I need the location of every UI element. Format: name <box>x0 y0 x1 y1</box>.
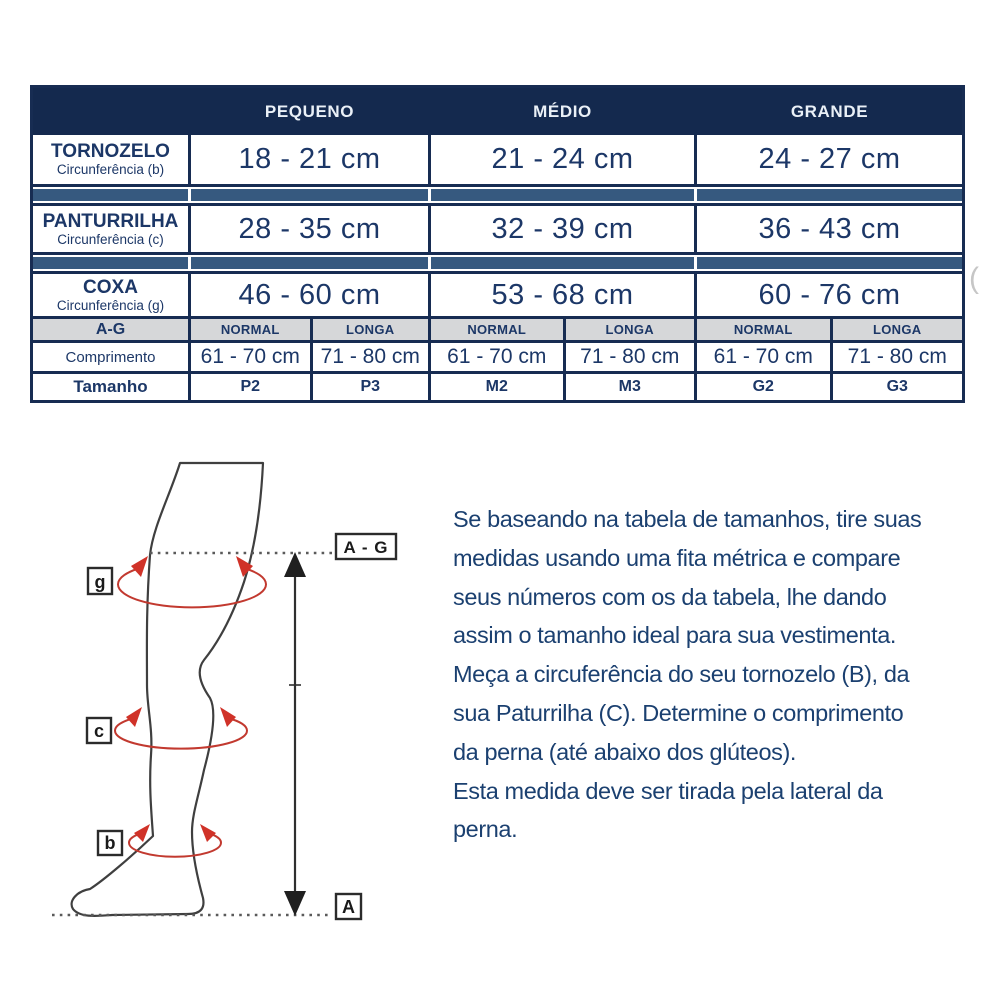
type-cell: NORMAL <box>467 322 527 337</box>
row-label: TORNOZELO <box>51 141 170 162</box>
separator-segment <box>697 257 962 269</box>
header-empty-cell <box>33 88 188 135</box>
thigh-circumference-ellipse <box>117 556 267 609</box>
red-arrowhead-icon <box>134 824 150 842</box>
edge-artifact-mark: ( <box>969 262 979 295</box>
length-cell: 61 - 70 cm <box>713 345 813 368</box>
size-table: PEQUENO MÉDIO GRANDE TORNOZELO Circunfer… <box>30 85 965 403</box>
size-code-cell: G3 <box>886 378 908 395</box>
instruction-line: assim o tamanho ideal para sua vestiment… <box>453 622 896 649</box>
header-cell-pequeno: PEQUENO <box>264 101 355 121</box>
type-cell: LONGA <box>605 322 654 337</box>
value-cell: 60 - 76 cm <box>758 278 901 311</box>
row-sublabel: Circunferência (c) <box>57 231 164 247</box>
length-cell: 71 - 80 cm <box>320 345 420 368</box>
size-code-cell: G2 <box>752 378 774 395</box>
label-c-text: c <box>94 721 104 741</box>
value-cell: 28 - 35 cm <box>238 212 381 245</box>
separator-row <box>33 187 962 203</box>
red-arrowhead-icon <box>200 824 216 842</box>
separator-segment <box>431 189 694 201</box>
leg-measurement-diagram: A - G g c b A <box>52 461 398 921</box>
type-cell: LONGA <box>873 322 922 337</box>
row-sublabel: Circunferência (g) <box>56 297 165 313</box>
row-panturrilha: PANTURRILHA Circunferência (c) 28 - 35 c… <box>33 203 962 255</box>
arrowhead-up-icon <box>284 552 306 577</box>
header-cell-grande: GRANDE <box>790 101 869 121</box>
instruction-line: Se baseando na tabela de tamanhos, tire … <box>453 506 922 532</box>
label-box-ag: A - G <box>334 532 398 561</box>
arrowhead-down-icon <box>284 891 306 916</box>
label-box-a: A <box>334 892 363 921</box>
row-coxa: COXA Circunferência (g) 46 - 60 cm 53 - … <box>33 271 962 319</box>
length-cell: 61 - 70 cm <box>447 345 547 368</box>
length-cell: 71 - 80 cm <box>580 345 680 368</box>
size-code-cell: P3 <box>360 378 381 395</box>
value-cell: 36 - 43 cm <box>758 212 901 245</box>
row-tamanho: Tamanho P2 P3 M2 M3 G2 G3 <box>33 374 962 400</box>
separator-segment <box>697 189 962 201</box>
calf-circumference-ellipse <box>114 707 248 750</box>
separator-segment <box>33 189 188 201</box>
value-cell: 46 - 60 cm <box>238 278 381 311</box>
instruction-line: seus números com os da tabela, lhe dando <box>453 583 887 610</box>
separator-segment <box>33 257 188 269</box>
leg-length-arrow <box>284 552 306 916</box>
row-label: A-G <box>95 320 126 338</box>
type-cell: NORMAL <box>220 322 280 337</box>
separator-segment <box>191 257 428 269</box>
instruction-line: Meça a circuferência do seu tornozelo (B… <box>453 661 910 688</box>
instructions-paragraph: Se baseando na tabela de tamanhos, tire … <box>453 500 993 849</box>
label-box-c: c <box>85 716 113 745</box>
label-box-b: b <box>96 829 124 857</box>
instruction-line: Esta medida deve ser tirada pela lateral… <box>453 777 883 804</box>
size-code-cell: P2 <box>240 378 261 395</box>
instruction-line: medidas usando uma fita métrica e compar… <box>453 544 901 571</box>
row-label: COXA <box>83 276 138 298</box>
ankle-circumference-ellipse <box>128 824 222 858</box>
type-cell: LONGA <box>346 322 395 337</box>
label-g-text: g <box>95 572 106 592</box>
type-cell: NORMAL <box>733 322 793 337</box>
leg-outline-drawing <box>70 461 265 918</box>
value-cell: 53 - 68 cm <box>491 278 634 311</box>
separator-segment <box>431 257 694 269</box>
row-ag: A-G NORMAL LONGA NORMAL LONGA NORMAL LON… <box>33 319 962 343</box>
length-cell: 61 - 70 cm <box>200 345 300 368</box>
label-ag-text: A - G <box>344 538 389 557</box>
size-code-cell: M2 <box>485 378 508 395</box>
red-arrowhead-icon <box>220 707 236 727</box>
instruction-line: da perna (até abaixo dos glúteos). <box>453 738 797 765</box>
red-arrowhead-icon <box>236 556 253 577</box>
value-cell: 32 - 39 cm <box>491 212 634 245</box>
instruction-line: perna. <box>453 816 518 843</box>
instruction-line: sua Paturrilha (C). Determine o comprime… <box>453 699 904 726</box>
label-a-text: A <box>342 897 355 917</box>
header-cell-medio: MÉDIO <box>533 101 592 121</box>
separator-row <box>33 255 962 271</box>
row-tornozelo: TORNOZELO Circunferência (b) 18 - 21 cm … <box>33 135 962 187</box>
row-comprimento: Comprimento 61 - 70 cm 71 - 80 cm 61 - 7… <box>33 343 962 374</box>
length-cell: 71 - 80 cm <box>847 345 947 368</box>
label-box-g: g <box>86 566 114 596</box>
table-header-row: PEQUENO MÉDIO GRANDE <box>33 88 962 135</box>
row-label: Tamanho <box>73 377 148 396</box>
value-cell: 21 - 24 cm <box>491 143 634 175</box>
value-cell: 24 - 27 cm <box>758 143 901 175</box>
row-sublabel: Circunferência (b) <box>56 162 165 177</box>
red-arrowhead-icon <box>126 707 142 727</box>
value-cell: 18 - 21 cm <box>238 143 381 175</box>
row-label: PANTURRILHA <box>42 210 179 232</box>
size-code-cell: M3 <box>618 378 641 395</box>
red-arrowhead-icon <box>131 556 148 577</box>
label-b-text: b <box>105 833 116 853</box>
row-label: Comprimento <box>65 348 156 366</box>
separator-segment <box>191 189 428 201</box>
